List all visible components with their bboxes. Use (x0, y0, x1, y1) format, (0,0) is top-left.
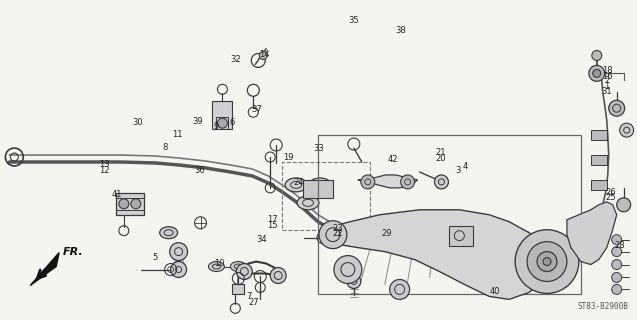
Ellipse shape (160, 227, 178, 239)
Bar (590, 180, 607, 190)
Circle shape (319, 221, 347, 249)
Text: 40: 40 (490, 287, 500, 296)
Circle shape (236, 264, 252, 279)
Text: 18: 18 (602, 66, 612, 75)
Bar (590, 155, 607, 165)
Text: 20: 20 (436, 154, 446, 163)
Circle shape (361, 175, 375, 189)
Circle shape (390, 279, 410, 300)
Circle shape (259, 52, 268, 60)
Ellipse shape (208, 261, 224, 271)
Polygon shape (30, 252, 59, 285)
Circle shape (217, 118, 227, 128)
Text: 42: 42 (388, 155, 399, 164)
Text: 23: 23 (333, 224, 343, 233)
Circle shape (592, 51, 602, 60)
Circle shape (527, 242, 567, 282)
Text: 1: 1 (605, 82, 610, 91)
Text: 32: 32 (231, 55, 241, 64)
Text: 4: 4 (463, 162, 468, 171)
Circle shape (537, 252, 557, 271)
Bar (213, 101, 233, 129)
Text: 21: 21 (436, 148, 446, 157)
Text: 2: 2 (605, 76, 610, 85)
Circle shape (401, 175, 415, 189)
Text: 17: 17 (268, 215, 278, 224)
Text: 12: 12 (99, 166, 110, 175)
Text: 34: 34 (256, 235, 267, 244)
Bar (318, 135, 581, 294)
Text: 26: 26 (605, 188, 615, 197)
Circle shape (119, 199, 129, 209)
Bar (303, 180, 333, 198)
Text: 31: 31 (602, 87, 612, 96)
Ellipse shape (231, 261, 247, 271)
Circle shape (612, 247, 622, 257)
Text: 13: 13 (99, 160, 110, 169)
Bar (450, 226, 473, 246)
Text: 7: 7 (246, 292, 252, 301)
Text: 9: 9 (213, 122, 218, 131)
Text: 10: 10 (213, 259, 224, 268)
Text: 33: 33 (313, 144, 324, 153)
Text: ST83-B2900B: ST83-B2900B (578, 302, 629, 311)
Bar (282, 162, 369, 230)
Text: 25: 25 (605, 193, 615, 202)
Circle shape (171, 261, 187, 277)
Text: 19: 19 (283, 153, 293, 162)
Bar (217, 117, 229, 129)
Text: 38: 38 (396, 27, 406, 36)
Text: 36: 36 (194, 166, 204, 175)
Ellipse shape (385, 223, 401, 233)
Circle shape (612, 284, 622, 294)
Circle shape (169, 243, 187, 260)
Circle shape (434, 175, 448, 189)
Polygon shape (328, 210, 549, 300)
Ellipse shape (285, 178, 307, 192)
Circle shape (612, 235, 622, 244)
Text: 5: 5 (152, 253, 157, 262)
Text: 41: 41 (111, 190, 122, 199)
Circle shape (612, 273, 622, 283)
Ellipse shape (309, 178, 331, 192)
Text: 3: 3 (455, 166, 461, 175)
Text: FR.: FR. (63, 247, 84, 257)
Circle shape (589, 65, 605, 81)
Bar (233, 284, 245, 294)
Text: 16: 16 (602, 72, 612, 81)
Text: 22: 22 (333, 229, 343, 238)
Bar (116, 198, 144, 210)
Bar (590, 130, 607, 140)
Text: 39: 39 (192, 116, 203, 126)
Text: 6: 6 (229, 118, 234, 127)
Polygon shape (358, 175, 418, 188)
Text: 15: 15 (268, 221, 278, 230)
Circle shape (347, 275, 361, 288)
Text: 29: 29 (382, 229, 392, 238)
Bar (116, 193, 144, 215)
Circle shape (131, 199, 141, 209)
Text: 37: 37 (251, 105, 262, 114)
Text: 8: 8 (162, 143, 168, 152)
Circle shape (334, 256, 362, 284)
Circle shape (515, 230, 579, 293)
Circle shape (612, 260, 622, 269)
Ellipse shape (297, 196, 319, 210)
Circle shape (609, 100, 625, 116)
Circle shape (617, 198, 631, 212)
Text: 30: 30 (132, 118, 143, 127)
Circle shape (270, 268, 286, 284)
Text: 14: 14 (259, 50, 270, 59)
Polygon shape (567, 202, 617, 265)
Circle shape (593, 69, 601, 77)
Circle shape (620, 123, 634, 137)
Text: 24: 24 (293, 178, 303, 187)
Circle shape (543, 258, 551, 266)
Text: 28: 28 (615, 241, 625, 250)
Text: 27: 27 (248, 298, 259, 307)
Text: 35: 35 (348, 16, 359, 25)
Text: 11: 11 (172, 130, 182, 139)
